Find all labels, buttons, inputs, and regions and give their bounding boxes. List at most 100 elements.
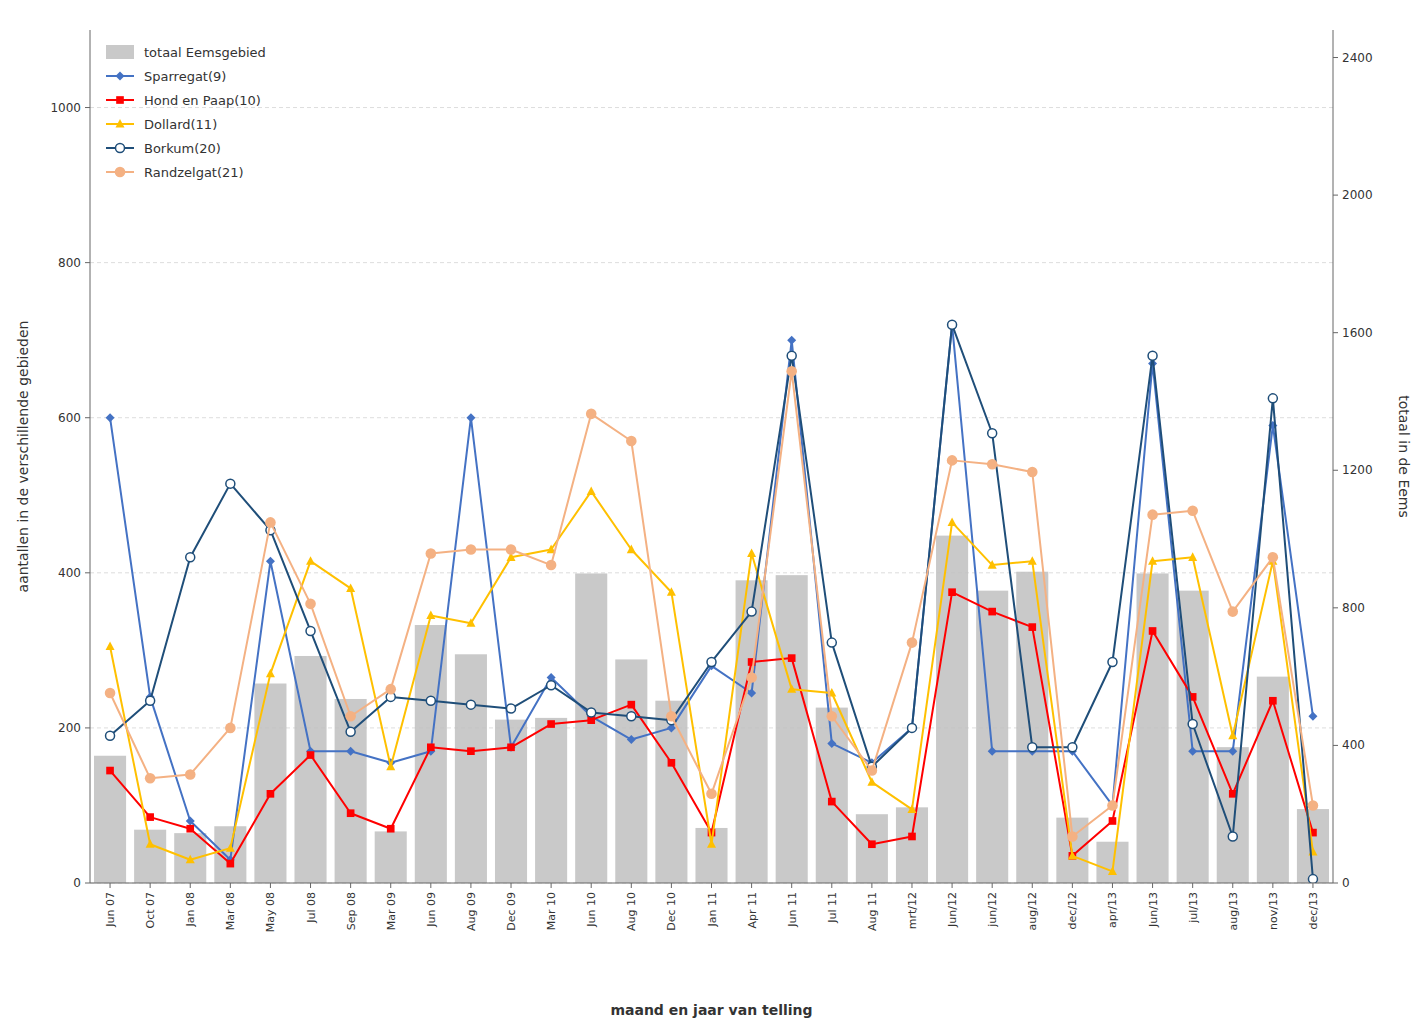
x-tick-label: Jun 07: [104, 892, 117, 928]
y2-tick-label: 0: [1342, 876, 1350, 890]
marker: [1228, 731, 1237, 740]
marker: [1268, 552, 1279, 563]
marker: [707, 657, 716, 666]
marker: [146, 696, 155, 705]
x-tick-label: Aug 11: [866, 892, 879, 931]
marker: [1147, 509, 1158, 520]
grid-line: [90, 572, 1333, 573]
marker: [146, 839, 155, 848]
line: [110, 371, 1313, 836]
y2-tick: [1333, 745, 1338, 746]
marker: [106, 413, 115, 422]
marker: [186, 825, 194, 833]
y2-tick: [1333, 195, 1338, 196]
marker: [146, 813, 154, 821]
marker: [1068, 743, 1077, 752]
x-tick-label: May 08: [264, 892, 277, 932]
line-series: [106, 320, 1318, 864]
marker: [868, 840, 876, 848]
bar: [1137, 573, 1169, 883]
x-tick: [992, 883, 993, 888]
legend-label: Borkum(20): [144, 141, 221, 156]
marker: [627, 735, 636, 744]
marker: [226, 843, 235, 852]
marker: [827, 739, 836, 748]
x-tick: [1152, 883, 1153, 888]
bar: [455, 654, 487, 883]
bar: [495, 720, 527, 883]
y2-tick-label: 2000: [1342, 188, 1373, 202]
y2-tick-label: 1200: [1342, 463, 1373, 477]
x-tick: [831, 883, 832, 888]
x-tick: [551, 883, 552, 888]
marker: [907, 723, 916, 732]
marker: [1188, 552, 1197, 561]
marker: [788, 654, 796, 662]
line: [110, 325, 1313, 879]
marker: [145, 773, 156, 784]
marker: [106, 642, 115, 651]
marker: [907, 804, 916, 813]
marker: [305, 599, 316, 610]
marker: [988, 429, 997, 438]
marker: [627, 701, 635, 709]
bar: [575, 573, 607, 883]
grid-line: [90, 262, 1333, 263]
legend-swatch: [106, 45, 134, 59]
marker: [826, 711, 837, 722]
marker: [1149, 627, 1157, 635]
marker: [266, 669, 275, 678]
x-tick: [430, 883, 431, 888]
x-tick: [1192, 883, 1193, 888]
marker: [668, 759, 676, 767]
marker: [747, 689, 756, 698]
marker: [186, 553, 195, 562]
marker: [186, 816, 195, 825]
bar: [294, 656, 326, 883]
marker: [466, 700, 475, 709]
line: [110, 592, 1313, 863]
bar: [776, 575, 808, 883]
y-tick-label: 200: [58, 721, 81, 735]
marker: [106, 731, 115, 740]
legend-marker: [115, 167, 126, 178]
marker: [1268, 394, 1277, 403]
marker: [1109, 817, 1117, 825]
marker: [707, 839, 716, 848]
bar: [695, 828, 727, 883]
x-tick: [230, 883, 231, 888]
marker: [345, 711, 356, 722]
y-axis-title: aantallen in de verschillende gebieden: [15, 321, 31, 593]
x-tick-label: Dec 10: [665, 892, 678, 931]
bar: [896, 807, 928, 883]
legend-marker: [116, 144, 125, 153]
marker: [1308, 800, 1319, 811]
legend-label: Hond en Paap(10): [144, 93, 261, 108]
bar: [375, 831, 407, 883]
grid-line: [90, 107, 1333, 108]
bar-series: [94, 536, 1329, 883]
y2-tick: [1333, 57, 1338, 58]
x-tick-label: Jun 11: [786, 892, 799, 928]
bar: [1016, 572, 1048, 883]
marker: [1107, 800, 1118, 811]
x-tick-label: Dec 09: [505, 892, 518, 931]
x-tick-label: Sep 08: [345, 892, 358, 930]
marker: [1228, 832, 1237, 841]
x-tick-label: jun/12: [986, 892, 999, 928]
marker: [267, 790, 275, 798]
y-tick: [85, 417, 90, 418]
marker: [106, 767, 114, 775]
legend: totaal EemsgebiedSparregat(9)Hond en Paa…: [106, 45, 266, 180]
y2-tick-label: 400: [1342, 738, 1365, 752]
bar: [1096, 842, 1128, 883]
x-tick-label: Jan 08: [184, 892, 197, 927]
x-tick: [591, 883, 592, 888]
marker: [426, 696, 435, 705]
y-tick-label: 0: [73, 876, 81, 890]
x-tick: [350, 883, 351, 888]
bar: [655, 701, 687, 883]
y-tick: [85, 572, 90, 573]
marker: [827, 638, 836, 647]
x-tick: [470, 883, 471, 888]
